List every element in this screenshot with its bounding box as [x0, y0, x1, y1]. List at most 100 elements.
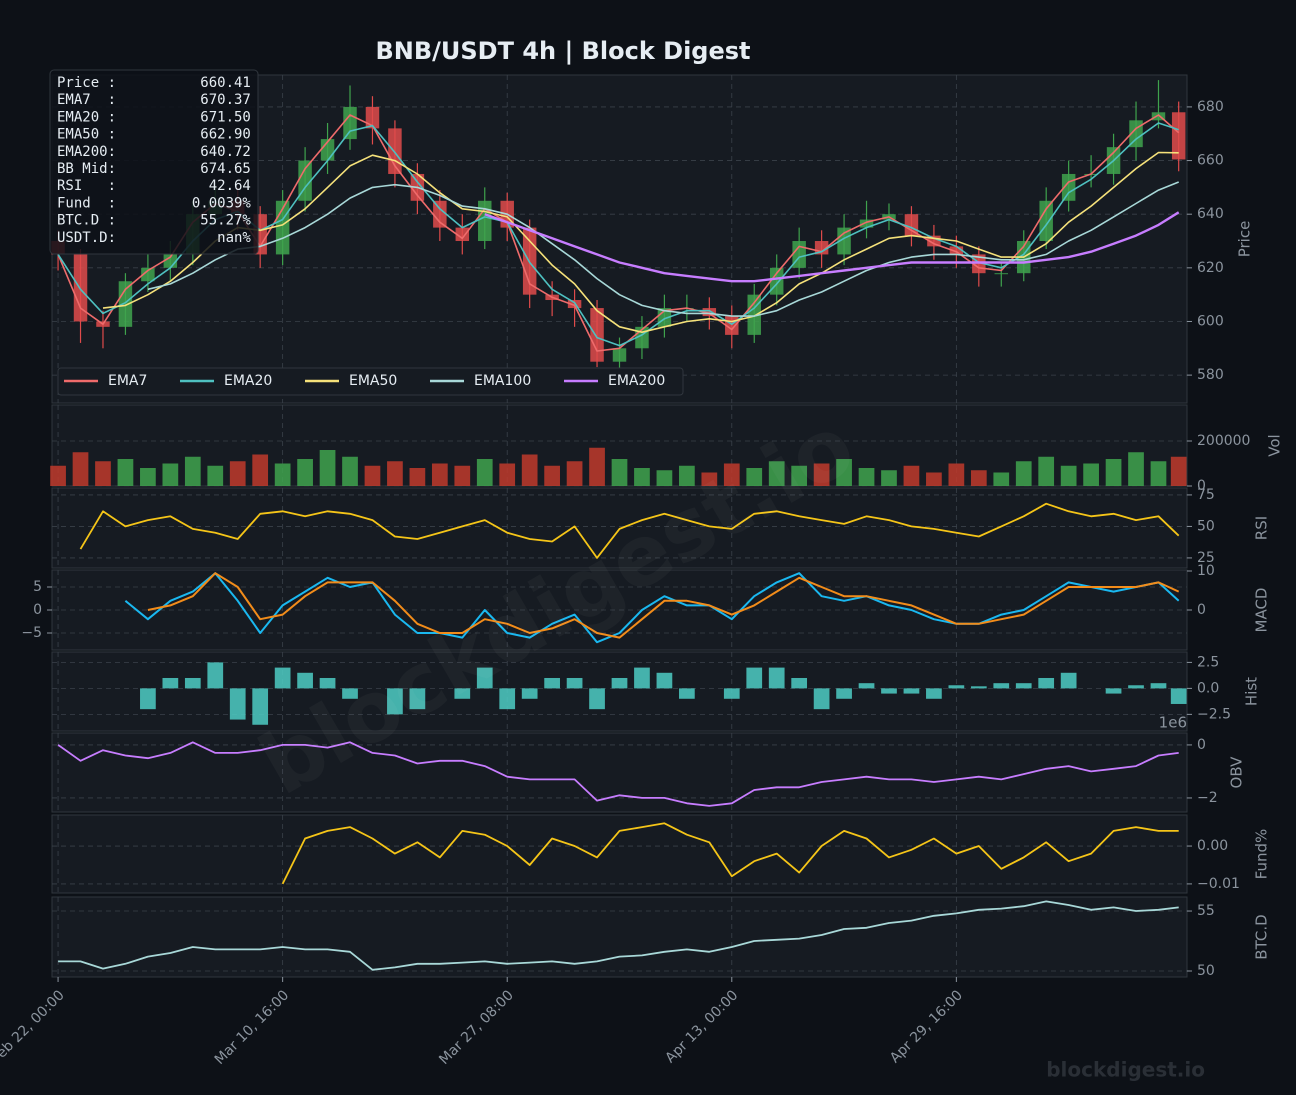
legend-label: EMA20	[224, 373, 272, 389]
y-tick-label: 620	[1197, 260, 1224, 276]
info-line: RSI : 42.64	[57, 178, 251, 194]
bar	[342, 456, 358, 486]
y-tick-label: 0	[1197, 737, 1206, 753]
bar	[881, 470, 897, 486]
candle-body	[859, 219, 874, 228]
panel: 0.00 −0.01 Fund%	[51, 814, 1271, 894]
line-series	[124, 572, 1180, 644]
info-line: EMA20 : 671.50	[57, 109, 251, 125]
bar	[656, 672, 673, 689]
bar	[184, 456, 201, 486]
bar	[1083, 463, 1099, 486]
panel-background	[51, 896, 1188, 978]
bar	[409, 688, 426, 710]
bar	[229, 461, 246, 486]
y-tick-label: 200000	[1197, 433, 1250, 449]
panel-background	[51, 732, 1188, 813]
bar	[791, 465, 808, 486]
y-tick-label: 0	[33, 602, 42, 618]
candle-body	[365, 106, 380, 129]
bar	[679, 688, 695, 699]
bar	[342, 688, 358, 699]
bar	[634, 468, 650, 486]
bar	[499, 463, 516, 486]
bar	[1150, 461, 1167, 486]
candle-body	[994, 273, 1009, 275]
bar	[521, 454, 538, 486]
y-tick-label: −2.5	[1197, 706, 1231, 722]
bar	[140, 688, 156, 710]
candle-body	[1039, 200, 1053, 242]
bar	[1060, 672, 1077, 689]
panel: 25 50 75 RSI	[51, 487, 1271, 569]
y-tick-label: 50	[1197, 518, 1215, 534]
bar	[319, 677, 336, 689]
info-line: EMA50 : 662.90	[57, 127, 251, 143]
y-tick-label: 50	[1197, 963, 1215, 979]
legend-label: EMA50	[349, 373, 397, 389]
bar	[252, 454, 269, 486]
bar	[813, 688, 830, 710]
bar	[1150, 683, 1167, 689]
info-line: Fund : 0.0039%	[57, 195, 251, 211]
bar	[1038, 677, 1055, 689]
bar	[72, 452, 89, 486]
bar	[993, 472, 1010, 486]
y-tick-label: 10	[1197, 563, 1215, 579]
y-tick-label: 75	[1197, 487, 1215, 503]
line-series	[79, 502, 1180, 559]
bar	[1105, 459, 1122, 486]
bar	[589, 447, 605, 486]
candle-body	[612, 348, 627, 362]
candle-body	[904, 214, 919, 236]
bar	[858, 683, 875, 689]
bar	[387, 461, 403, 486]
candle-body	[298, 160, 312, 201]
bar	[207, 662, 224, 689]
bar	[948, 685, 965, 689]
bar	[970, 686, 987, 689]
bar	[723, 463, 740, 486]
info-line: BB Mid: 674.65	[57, 161, 251, 177]
y-tick-label: 580	[1197, 367, 1224, 383]
bar	[476, 667, 493, 689]
y-axis-label: Hist	[1243, 677, 1261, 706]
bar	[634, 667, 650, 689]
bar	[926, 472, 942, 486]
bar	[768, 461, 785, 486]
y-axis-label: BTC.D	[1253, 914, 1271, 959]
y-tick-label: 600	[1197, 313, 1224, 329]
y-tick-label: 640	[1197, 206, 1224, 222]
bar	[50, 465, 66, 486]
y-axis-label: RSI	[1253, 516, 1271, 540]
bar	[903, 465, 920, 486]
bar	[611, 677, 628, 689]
bar	[454, 465, 471, 486]
y-axis-label: Price	[1236, 221, 1254, 258]
bar	[140, 468, 156, 486]
candle-body	[118, 281, 133, 327]
info-box	[49, 69, 259, 255]
bar	[274, 463, 291, 486]
panel: 0 200000 Vol	[50, 404, 1284, 494]
panel-background	[51, 814, 1188, 894]
bar	[297, 672, 313, 689]
panel: 0 −2 OBV	[51, 732, 1246, 813]
y-tick-label: 5	[33, 579, 42, 595]
candle-body	[590, 308, 604, 362]
candle-body	[949, 246, 964, 255]
bar	[1128, 452, 1144, 486]
bar	[1170, 456, 1187, 486]
legend-label: EMA7	[108, 373, 147, 389]
bar	[387, 688, 403, 715]
line-series	[147, 181, 1179, 317]
y-axis-label: Fund%	[1253, 829, 1271, 880]
line-series	[281, 822, 1179, 885]
candle-body	[702, 308, 717, 317]
bar	[297, 459, 313, 486]
bar	[611, 459, 628, 486]
bar	[162, 677, 179, 689]
bar	[768, 667, 785, 689]
bar	[1038, 456, 1055, 486]
